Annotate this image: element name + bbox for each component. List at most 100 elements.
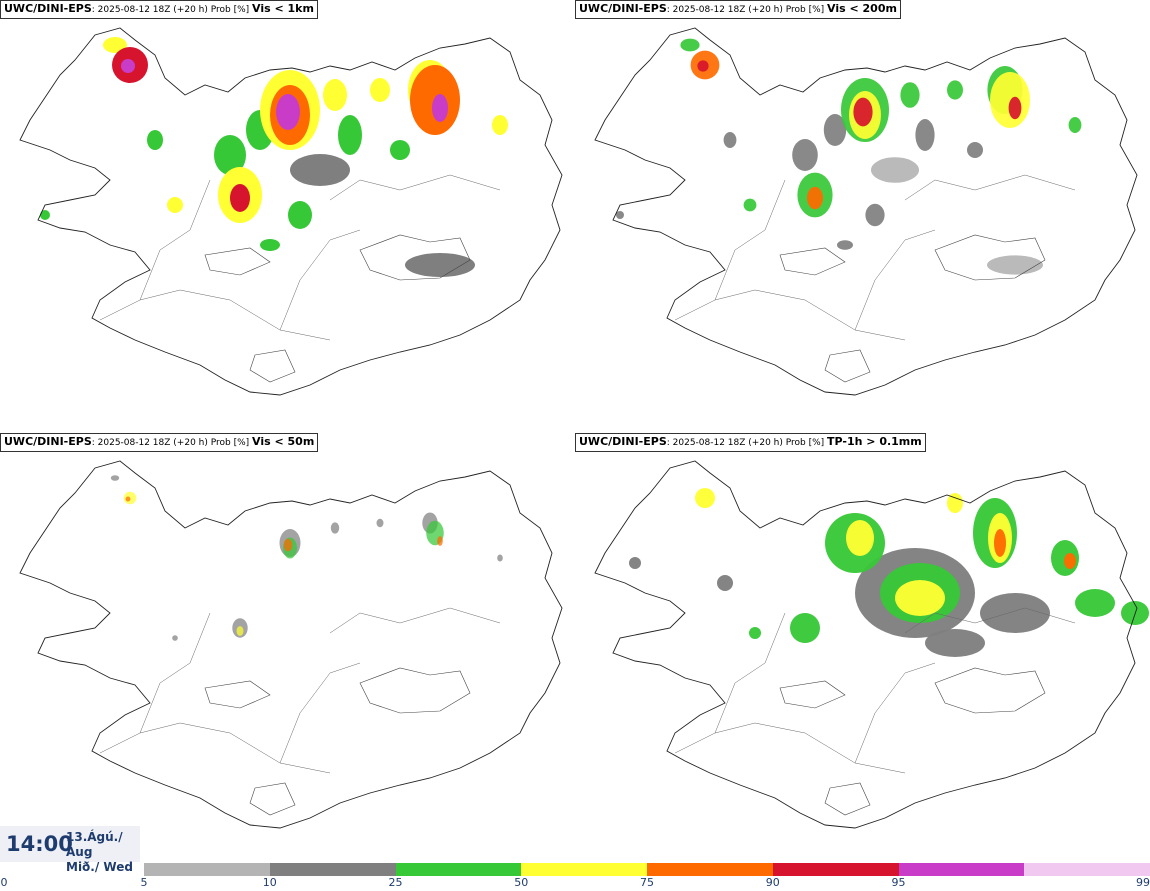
probability-area [895,580,945,616]
probability-area [697,60,709,72]
colorbar-tick-label: 50 [514,876,529,889]
probability-area [214,135,246,175]
colorbar-segment [898,863,1025,876]
panel-header: UWC/DINI-EPS: 2025-08-12 18Z (+20 h) Pro… [575,0,901,19]
map-iceland [19,27,563,396]
probability-area [1008,96,1022,120]
road-line [279,662,361,764]
colorbar-segment [144,863,271,876]
run-info: : 2025-08-12 18Z (+20 h) Prob [%] [666,5,828,15]
glacier-outline [779,247,846,276]
panel-header: UWC/DINI-EPS: 2025-08-12 18Z (+20 h) Pro… [0,0,318,19]
probability-area [283,538,293,552]
probability-area [121,59,135,73]
road-line [99,722,331,774]
map-iceland [594,460,1149,829]
probability-area [405,253,475,277]
probability-area [980,593,1050,633]
colorbar-ticks: 0 5 10 25 50 75 90 95 99 [0,876,1150,891]
colorbar-tick-label: 95 [891,876,906,889]
probability-area [853,97,873,127]
colorbar-segment [772,863,899,876]
road-line [714,612,786,734]
variable-name: Vis < 1km [252,2,314,15]
probability-area [370,78,390,102]
glacier-outline [359,234,471,281]
road-line [139,179,211,301]
run-info: : 2025-08-12 18Z (+20 h) Prob [%] [666,438,828,448]
probability-area [432,94,448,122]
probability-area [680,38,700,52]
probability-area [230,184,250,212]
model-name: UWC/DINI-EPS [4,2,92,15]
glacier-outline [204,247,271,276]
probability-area [288,201,312,229]
panel-vis-50m: UWC/DINI-EPS: 2025-08-12 18Z (+20 h) Pro… [0,433,575,863]
probability-area [390,140,410,160]
colorbar-tick-label: 90 [765,876,780,889]
probability-area [915,119,935,151]
model-name: UWC/DINI-EPS [4,435,92,448]
probability-area [749,627,761,639]
colorbar-tick-label: 99 [1136,876,1150,889]
probability-area [110,475,120,481]
probability-area [987,255,1043,275]
probability-area [823,114,847,146]
coastline [19,460,563,829]
panel-header: UWC/DINI-EPS: 2025-08-12 18Z (+20 h) Pro… [0,433,319,452]
colorbar-tick-label: 10 [262,876,277,889]
glacier-outline [249,782,296,816]
valid-date-line: 13.Ágú./ Aug [66,830,123,859]
probability-area [865,203,885,227]
road-line [329,607,501,634]
panel-precip: UWC/DINI-EPS: 2025-08-12 18Z (+20 h) Pro… [575,433,1150,863]
probability-area [994,529,1006,557]
model-name: UWC/DINI-EPS [579,2,667,15]
probability-area [323,79,347,111]
probability-area [837,240,853,250]
probability-area [723,132,737,148]
colorbar-segment [395,863,522,876]
road-line [854,229,936,331]
glacier-outline [204,680,271,709]
road-line [674,289,906,341]
glacier-outline [824,349,871,383]
coastline [594,27,1138,396]
panel-header: UWC/DINI-EPS: 2025-08-12 18Z (+20 h) Pro… [575,433,926,452]
probability-area [172,635,178,641]
probability-area [236,626,244,636]
panel-vis-200m: UWC/DINI-EPS: 2025-08-12 18Z (+20 h) Pro… [575,0,1150,430]
probability-area [492,115,508,135]
probability-area [871,157,919,183]
probability-area [1064,553,1076,569]
map-iceland [594,27,1138,396]
probability-area [743,198,757,212]
road-line [139,612,211,734]
probability-area [276,94,300,130]
glacier-outline [934,667,1046,714]
probability-area [790,613,820,643]
variable-name: Vis < 200m [827,2,897,15]
probability-area [330,522,340,534]
probability-area [807,186,823,210]
probability-area [947,80,963,100]
road-line [279,229,361,331]
probability-area [1075,589,1115,617]
colorbar-segment [1024,863,1150,876]
glacier-outline [359,667,471,714]
road-line [904,607,1076,634]
colorbar-segment [647,863,774,876]
valid-time: 14:00 [6,832,73,856]
coastline [594,460,1138,829]
road-line [904,174,1076,201]
run-info: : 2025-08-12 18Z (+20 h) Prob [%] [91,438,253,448]
probability-area [717,575,733,591]
probability-area [147,130,163,150]
colorbar-tick-label: 5 [140,876,148,889]
valid-date: 13.Ágú./ Aug Mið./ Wed [66,830,140,875]
probability-area [437,536,443,546]
model-name: UWC/DINI-EPS [579,435,667,448]
probability-area [376,518,384,528]
probability-area [925,629,985,657]
road-line [329,174,501,201]
